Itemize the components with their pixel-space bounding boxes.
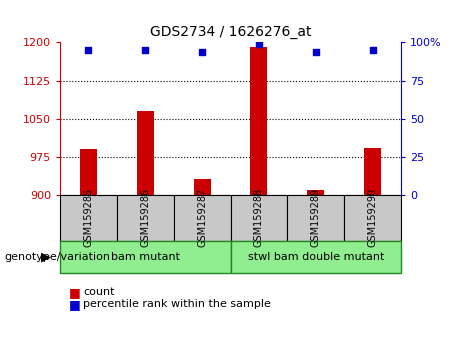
Title: GDS2734 / 1626276_at: GDS2734 / 1626276_at [150,25,311,39]
Point [142,47,149,53]
Text: ▶: ▶ [41,250,51,263]
Text: count: count [83,287,114,297]
Text: GSM159285: GSM159285 [83,188,94,247]
Point [255,41,263,47]
Text: GSM159290: GSM159290 [367,188,378,247]
Bar [364,148,381,195]
Point [369,47,376,53]
Text: GSM159287: GSM159287 [197,188,207,247]
Text: GSM159289: GSM159289 [311,188,321,247]
Bar [136,111,154,195]
Text: ■: ■ [69,298,81,311]
Text: genotype/variation: genotype/variation [5,252,111,262]
Text: GSM159286: GSM159286 [140,188,150,247]
Bar [307,190,324,195]
Text: stwl bam double mutant: stwl bam double mutant [248,252,384,262]
Point [312,49,319,55]
Text: ■: ■ [69,286,81,298]
Point [198,49,206,55]
Bar [194,179,211,195]
Text: GSM159288: GSM159288 [254,188,264,247]
Bar [80,149,97,195]
Text: percentile rank within the sample: percentile rank within the sample [83,299,271,309]
Bar [250,46,267,195]
Text: bam mutant: bam mutant [111,252,180,262]
Point [85,47,92,53]
